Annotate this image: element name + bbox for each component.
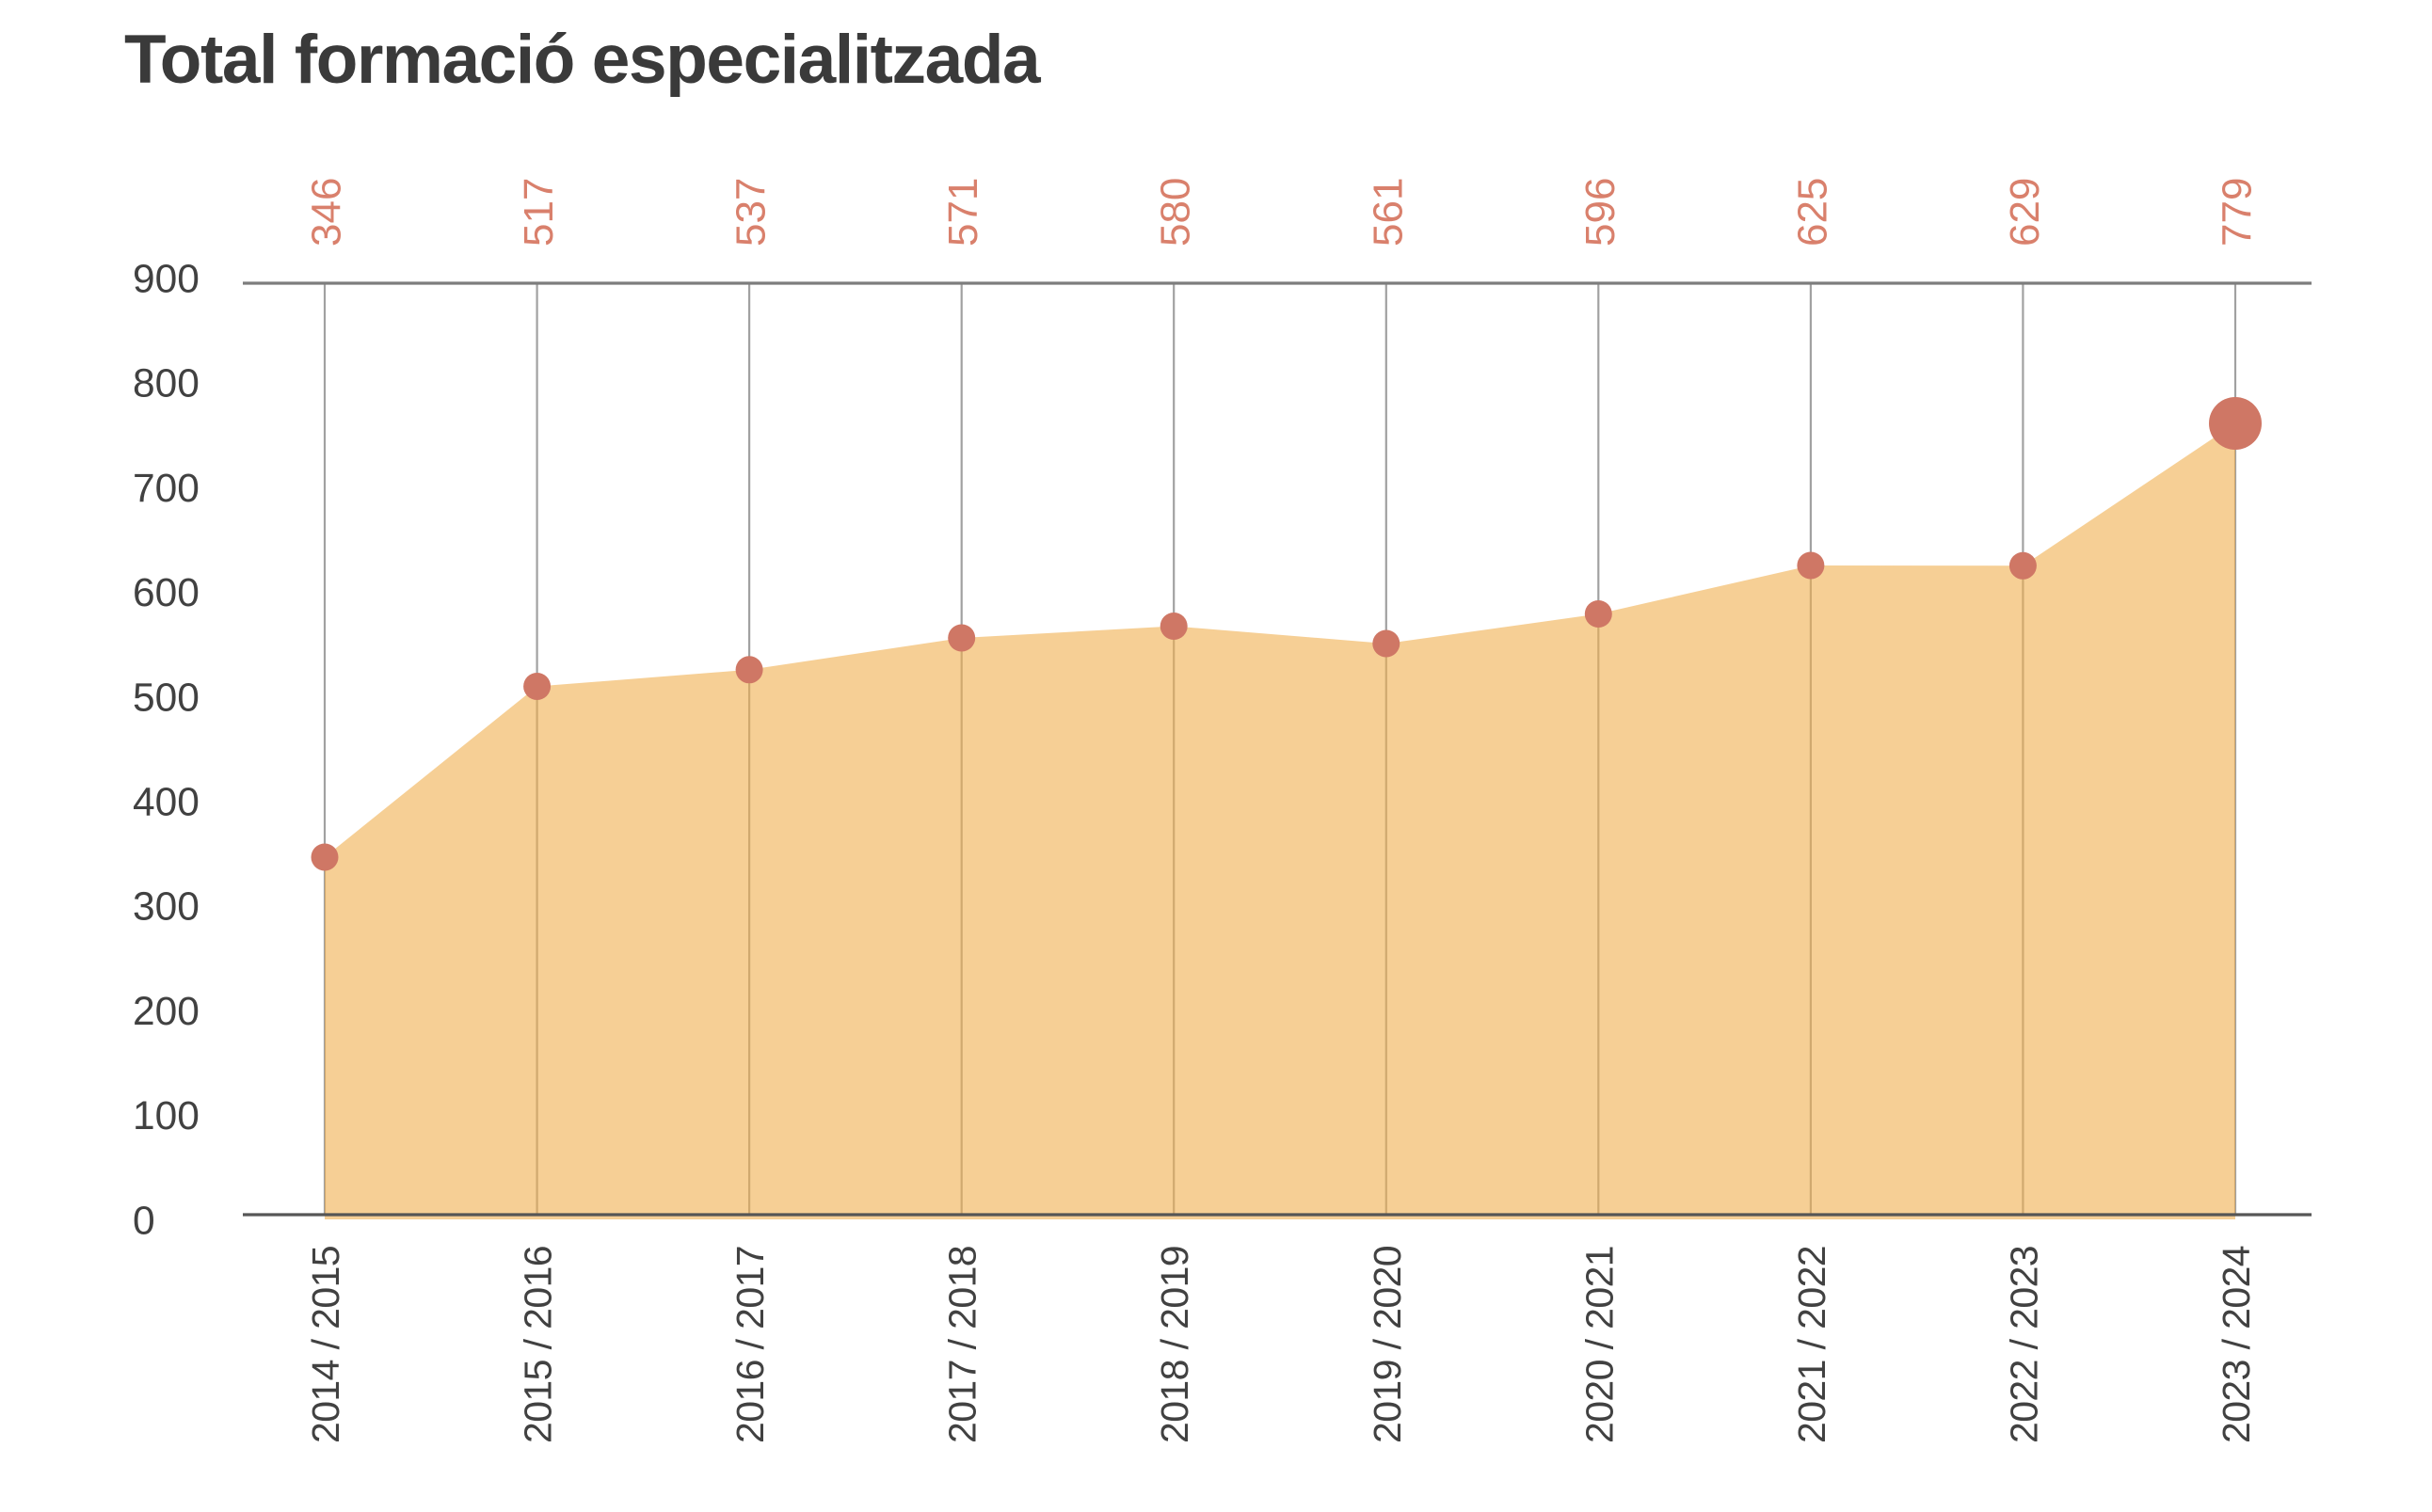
svg-text:Total formació especialitzada: Total formació especialitzada	[124, 22, 1042, 98]
svg-text:2015 / 2016: 2015 / 2016	[517, 1246, 560, 1443]
svg-text:561: 561	[1365, 178, 1411, 247]
svg-text:700: 700	[133, 467, 200, 511]
svg-text:200: 200	[133, 990, 200, 1034]
svg-text:580: 580	[1153, 178, 1199, 247]
svg-text:100: 100	[133, 1094, 200, 1138]
svg-text:2014 / 2015: 2014 / 2015	[304, 1246, 347, 1443]
svg-text:500: 500	[133, 676, 200, 720]
svg-text:300: 300	[133, 885, 200, 930]
svg-text:629: 629	[2002, 178, 2048, 247]
svg-text:800: 800	[133, 362, 200, 406]
svg-text:2019 / 2020: 2019 / 2020	[1366, 1246, 1409, 1443]
svg-text:0: 0	[133, 1199, 155, 1243]
svg-text:2017 / 2018: 2017 / 2018	[941, 1246, 984, 1443]
svg-text:2016 / 2017: 2016 / 2017	[728, 1246, 772, 1443]
svg-text:596: 596	[1577, 178, 1624, 247]
svg-text:400: 400	[133, 781, 200, 825]
svg-text:900: 900	[133, 258, 200, 302]
svg-text:2018 / 2019: 2018 / 2019	[1153, 1246, 1196, 1443]
svg-text:2022 / 2023: 2022 / 2023	[2002, 1246, 2045, 1443]
svg-text:537: 537	[728, 178, 775, 247]
svg-text:346: 346	[304, 178, 350, 247]
svg-text:517: 517	[516, 178, 562, 247]
svg-text:2020 / 2021: 2020 / 2021	[1577, 1246, 1621, 1443]
svg-text:779: 779	[2215, 178, 2261, 247]
svg-text:600: 600	[133, 571, 200, 615]
svg-text:2021 / 2022: 2021 / 2022	[1790, 1246, 1833, 1443]
svg-text:2023 / 2024: 2023 / 2024	[2215, 1246, 2258, 1443]
svg-text:571: 571	[940, 178, 986, 247]
svg-text:625: 625	[1789, 178, 1835, 247]
